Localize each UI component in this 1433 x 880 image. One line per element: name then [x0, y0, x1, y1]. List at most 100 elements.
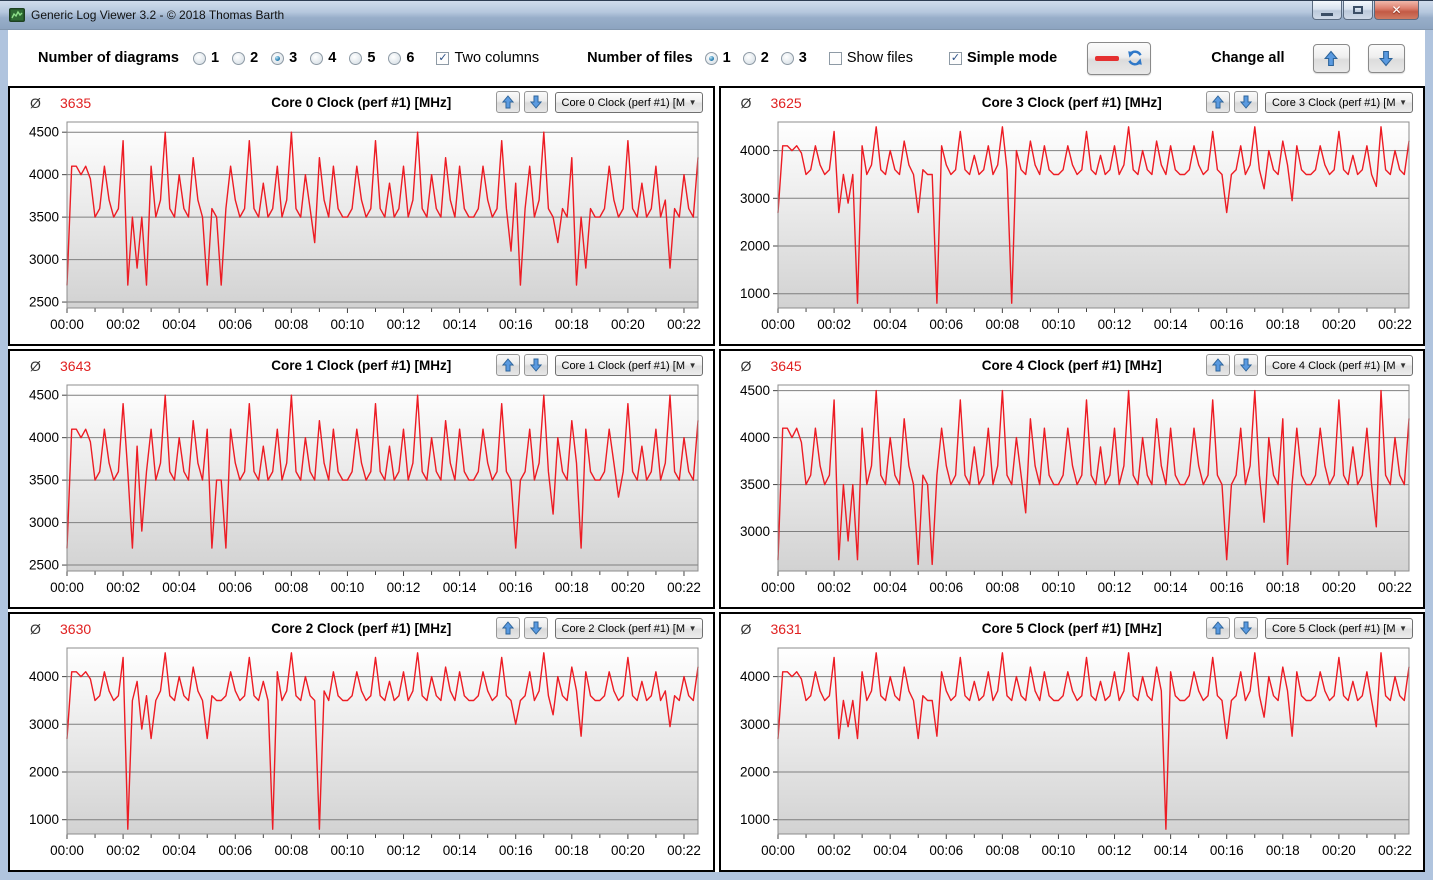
change-all-down-button[interactable] — [1367, 43, 1405, 73]
maximize-button[interactable] — [1343, 1, 1373, 20]
chart-title: Core 1 Clock (perf #1) [MHz] — [271, 358, 452, 373]
svg-text:4000: 4000 — [29, 669, 59, 684]
move-chart-down-button[interactable] — [523, 617, 548, 639]
diagrams-radio-6-label: 6 — [406, 50, 415, 66]
chart-panel: Ø 3643 Core 1 Clock (perf #1) [MHz] Core… — [8, 349, 715, 609]
diagrams-radio-2[interactable] — [232, 51, 246, 65]
average-value: 3631 — [770, 621, 802, 637]
channel-select[interactable]: Core 2 Clock (perf #1) [MH ▼ — [554, 618, 703, 639]
down-arrow-icon — [1240, 95, 1252, 109]
chevron-down-icon: ▼ — [1399, 361, 1407, 370]
average-symbol: Ø — [30, 358, 41, 374]
two-columns-checkbox[interactable] — [436, 51, 450, 65]
up-arrow-icon — [1324, 50, 1339, 66]
svg-text:00:00: 00:00 — [761, 317, 795, 332]
simple-mode-label: Simple mode — [966, 50, 1058, 66]
move-chart-up-button[interactable] — [1206, 617, 1230, 639]
svg-text:00:20: 00:20 — [1321, 843, 1355, 858]
channel-select-value: Core 4 Clock (perf #1) [MH — [1272, 359, 1396, 372]
minimize-button[interactable] — [1312, 1, 1342, 20]
svg-text:00:22: 00:22 — [667, 580, 701, 595]
channel-select[interactable]: Core 1 Clock (perf #1) [MH ▼ — [554, 355, 703, 376]
diagrams-radio-5[interactable] — [349, 51, 363, 65]
red-line-sample-icon — [1094, 55, 1119, 61]
svg-text:3500: 3500 — [29, 210, 59, 225]
svg-text:4000: 4000 — [739, 669, 769, 684]
svg-text:00:04: 00:04 — [873, 317, 907, 332]
move-chart-down-button[interactable] — [1234, 354, 1258, 376]
svg-text:00:14: 00:14 — [1153, 317, 1187, 332]
diagrams-radio-2-label: 2 — [250, 50, 259, 66]
diagrams-radio-3[interactable] — [271, 51, 285, 65]
average-value: 3645 — [770, 358, 802, 374]
channel-select[interactable]: Core 4 Clock (perf #1) [MH ▼ — [1265, 355, 1413, 376]
svg-text:00:22: 00:22 — [1378, 843, 1412, 858]
refresh-icon — [1127, 50, 1142, 66]
app-icon — [9, 8, 25, 22]
diagrams-radio-6[interactable] — [388, 51, 402, 65]
move-chart-down-button[interactable] — [1234, 91, 1258, 113]
up-arrow-icon — [1212, 358, 1224, 372]
svg-text:00:18: 00:18 — [555, 317, 589, 332]
change-all-up-button[interactable] — [1312, 43, 1350, 73]
move-chart-down-button[interactable] — [523, 91, 548, 113]
files-radio-2-label: 2 — [760, 50, 769, 66]
move-chart-down-button[interactable] — [523, 354, 548, 376]
svg-text:4000: 4000 — [29, 430, 59, 445]
svg-text:00:10: 00:10 — [1041, 843, 1075, 858]
channel-select[interactable]: Core 3 Clock (perf #1) [MH ▼ — [1265, 92, 1413, 113]
diagrams-group-label: Number of diagrams — [38, 50, 179, 66]
channel-select[interactable]: Core 5 Clock (perf #1) [MH ▼ — [1265, 618, 1413, 639]
svg-text:00:02: 00:02 — [106, 317, 140, 332]
svg-text:3000: 3000 — [739, 191, 769, 206]
move-chart-up-button[interactable] — [495, 91, 520, 113]
move-chart-up-button[interactable] — [495, 354, 520, 376]
svg-text:00:22: 00:22 — [1378, 580, 1412, 595]
svg-text:00:20: 00:20 — [1321, 317, 1355, 332]
move-chart-up-button[interactable] — [1206, 91, 1230, 113]
svg-text:00:10: 00:10 — [331, 580, 365, 595]
show-files-checkbox[interactable] — [828, 51, 842, 65]
files-radio-2[interactable] — [742, 51, 756, 65]
svg-text:3500: 3500 — [29, 473, 59, 488]
down-arrow-icon — [529, 95, 542, 109]
svg-text:1000: 1000 — [739, 812, 769, 827]
simple-mode-checkbox[interactable] — [948, 51, 962, 65]
up-arrow-icon — [501, 621, 514, 635]
files-radio-3[interactable] — [780, 51, 794, 65]
channel-select-value: Core 3 Clock (perf #1) [MH — [1272, 96, 1396, 109]
svg-text:00:08: 00:08 — [274, 317, 308, 332]
svg-text:00:20: 00:20 — [611, 843, 645, 858]
diagrams-radio-4[interactable] — [310, 51, 324, 65]
svg-text:00:22: 00:22 — [1378, 317, 1412, 332]
svg-text:2000: 2000 — [29, 765, 59, 780]
svg-text:3000: 3000 — [29, 252, 59, 267]
svg-text:2500: 2500 — [29, 558, 59, 573]
close-button[interactable]: ✕ — [1374, 1, 1419, 20]
chart-title: Core 2 Clock (perf #1) [MHz] — [271, 621, 452, 636]
channel-select-value: Core 1 Clock (perf #1) [MH — [561, 359, 685, 372]
svg-text:00:20: 00:20 — [611, 580, 645, 595]
svg-text:00:10: 00:10 — [1041, 580, 1075, 595]
move-chart-up-button[interactable] — [1206, 354, 1230, 376]
move-chart-down-button[interactable] — [1234, 617, 1258, 639]
svg-text:00:16: 00:16 — [1209, 580, 1243, 595]
chart-panel: Ø 3630 Core 2 Clock (perf #1) [MHz] Core… — [8, 612, 715, 872]
move-chart-up-button[interactable] — [495, 617, 520, 639]
titlebar: Generic Log Viewer 3.2 - © 2018 Thomas B… — [0, 0, 1433, 30]
channel-select[interactable]: Core 0 Clock (perf #1) [MH ▼ — [554, 92, 703, 113]
line-style-refresh-button[interactable] — [1087, 41, 1152, 75]
files-radio-1[interactable] — [704, 51, 718, 65]
chart-title: Core 5 Clock (perf #1) [MHz] — [981, 621, 1162, 636]
average-symbol: Ø — [30, 95, 41, 111]
svg-text:2000: 2000 — [739, 765, 769, 780]
svg-text:00:16: 00:16 — [499, 317, 533, 332]
diagrams-radio-1-label: 1 — [211, 50, 220, 66]
svg-text:00:12: 00:12 — [1097, 843, 1131, 858]
change-all-label: Change all — [1211, 50, 1285, 66]
diagrams-radio-1[interactable] — [193, 51, 206, 65]
chart-panel-header: Ø 3645 Core 4 Clock (perf #1) [MHz] Core… — [721, 351, 1424, 379]
line-chart: 1000 2000 3000 4000 00:00 00:02 00:04 00:06 00:0… — [10, 642, 713, 870]
average-symbol: Ø — [30, 621, 41, 637]
svg-text:00:12: 00:12 — [387, 580, 421, 595]
